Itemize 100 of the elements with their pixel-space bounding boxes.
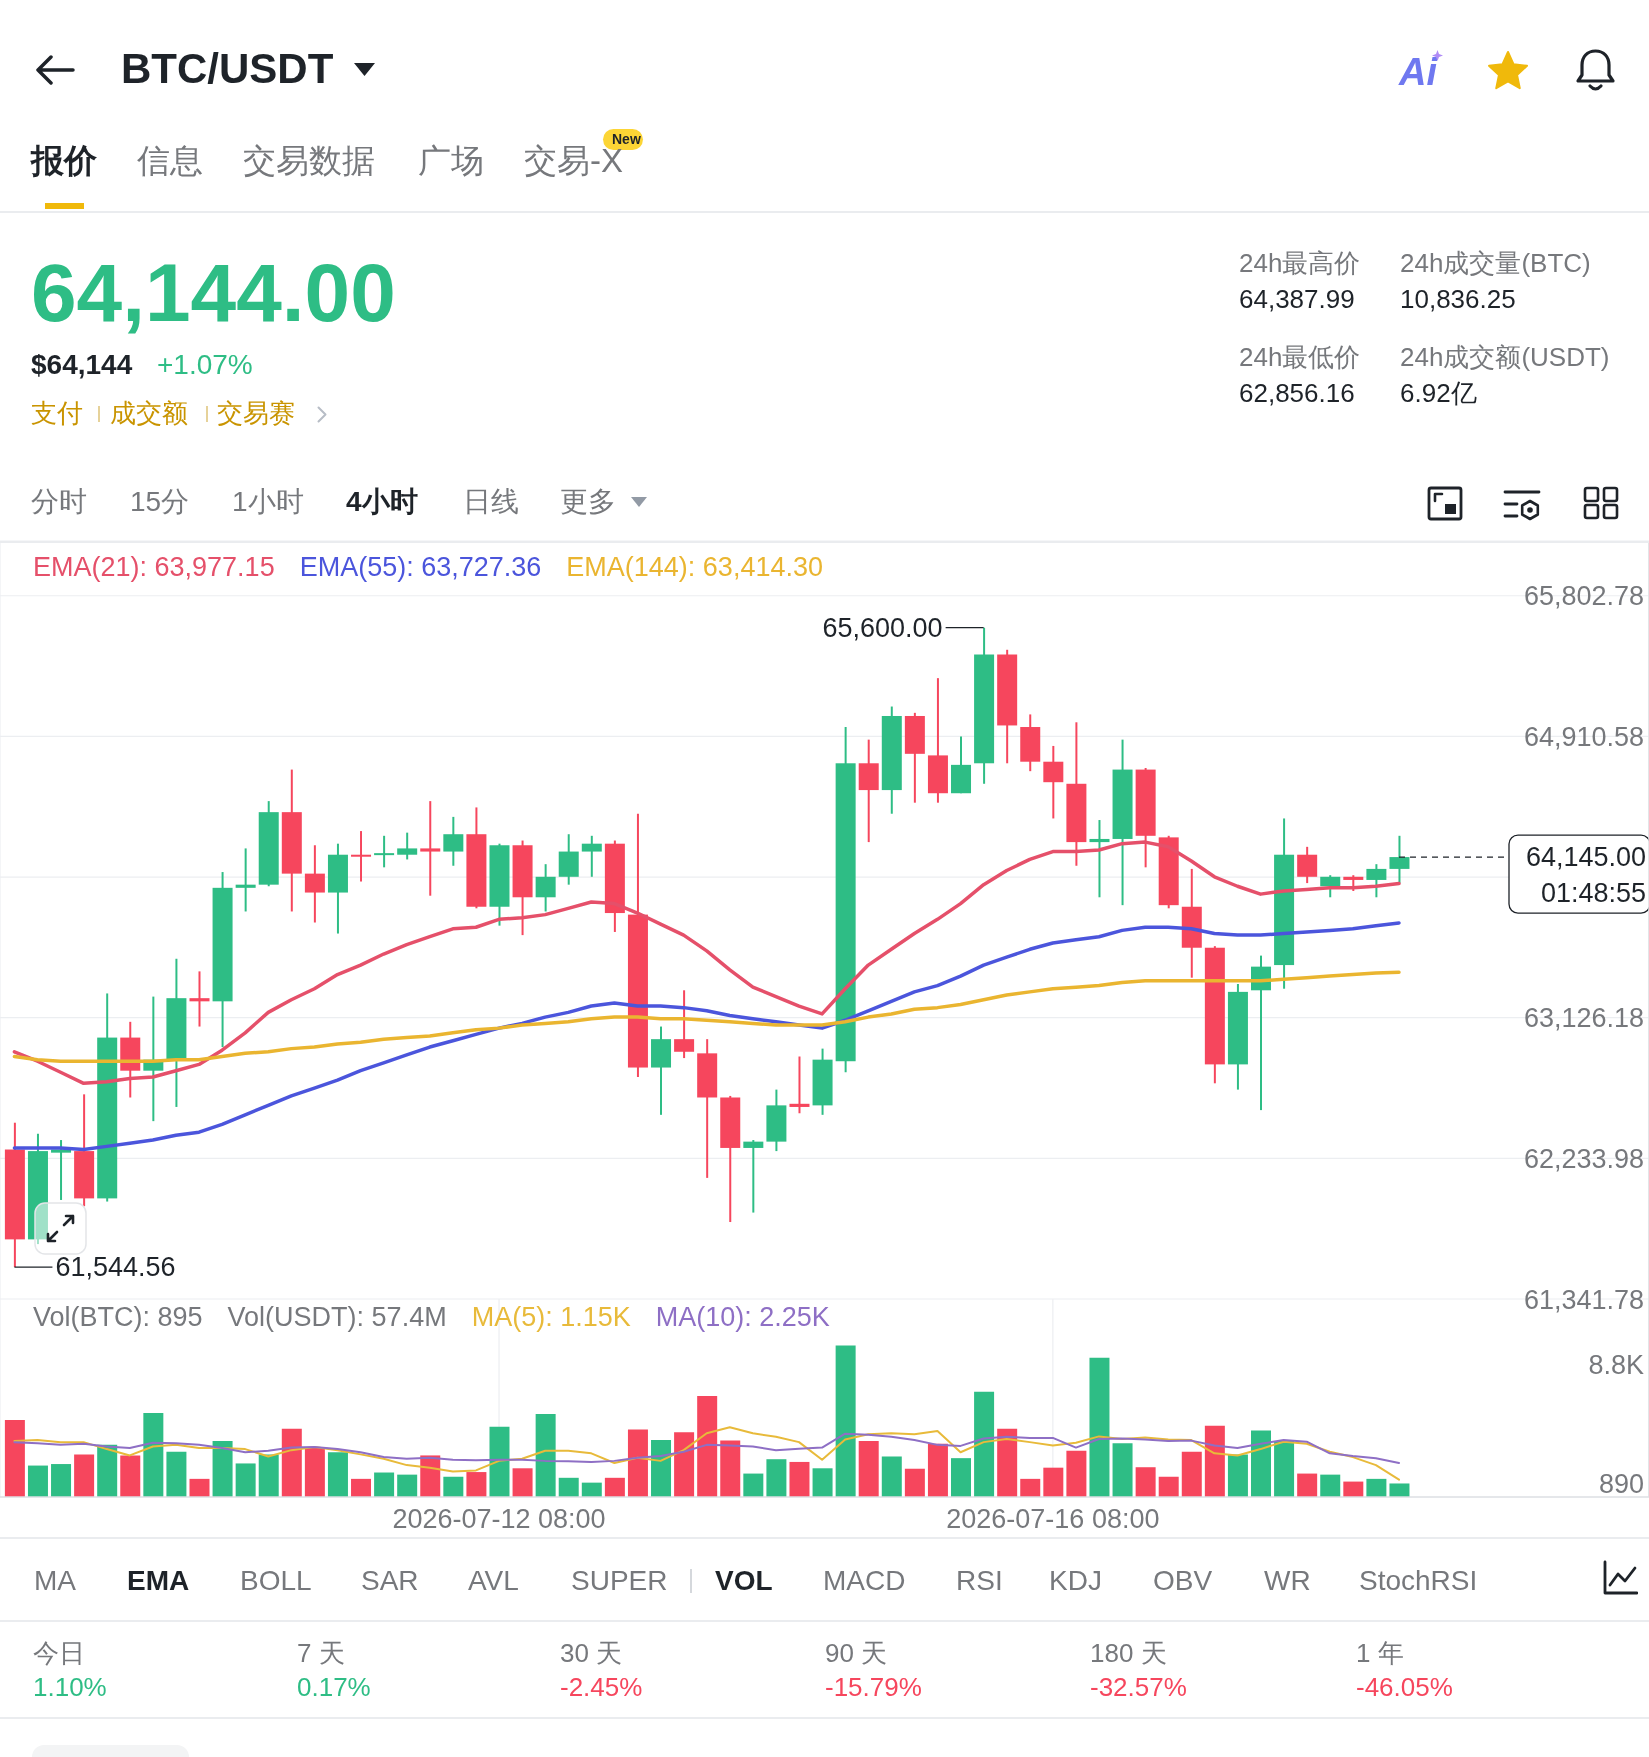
bar — [1297, 1473, 1318, 1497]
candlestick — [674, 989, 695, 1060]
bar — [581, 1482, 602, 1497]
text: 62,856.16 — [1239, 378, 1355, 409]
bar — [1227, 1454, 1248, 1497]
y-tick-label: 890 — [1598, 1469, 1644, 1500]
text: MA(5): 1.15K — [471, 1302, 631, 1332]
candlestick — [1089, 819, 1110, 899]
text: WR — [1264, 1565, 1311, 1597]
bar — [766, 1459, 787, 1497]
text: 1.10% — [33, 1672, 107, 1703]
candlestick — [51, 1139, 72, 1201]
bar — [304, 1446, 325, 1497]
text: AVL — [468, 1565, 519, 1597]
bar — [558, 1477, 579, 1497]
candlestick — [743, 1139, 764, 1214]
line-series — [13, 1432, 1401, 1464]
bar — [997, 1428, 1018, 1497]
annotation: 65,600.00 — [822, 612, 943, 643]
bar — [974, 1391, 995, 1497]
bar — [1181, 1451, 1202, 1497]
line-series — [13, 1426, 1401, 1481]
candlestick — [1297, 845, 1318, 885]
bar — [1251, 1430, 1272, 1497]
candlestick — [789, 1055, 810, 1115]
candlestick — [1043, 744, 1064, 820]
text: 交易赛 — [217, 398, 295, 429]
candlestick — [1389, 834, 1410, 885]
text: -32.57% — [1090, 1672, 1187, 1703]
bar — [1043, 1467, 1064, 1497]
bar — [374, 1472, 395, 1497]
bar — [1158, 1476, 1179, 1497]
text: Ai — [1399, 51, 1437, 94]
bar — [1389, 1483, 1410, 1497]
text: StochRSI — [1359, 1565, 1478, 1597]
text: OBV — [1153, 1565, 1213, 1597]
text: 6.92亿 — [1400, 378, 1477, 409]
bar — [904, 1468, 925, 1497]
text: EMA — [127, 1565, 190, 1597]
y-tick-label: 62,233.98 — [1523, 1143, 1644, 1174]
bar — [1089, 1357, 1110, 1497]
text: 24h最低价 — [1239, 342, 1361, 373]
bar — [512, 1468, 533, 1497]
text: 24h成交量(BTC) — [1400, 248, 1591, 279]
y-tick-label: 64,910.58 — [1523, 721, 1644, 752]
bar — [235, 1463, 256, 1497]
bar — [1020, 1478, 1041, 1497]
y-tick-label: 65,802.78 — [1523, 581, 1644, 612]
text: 交易数据 — [243, 142, 375, 180]
text: KDJ — [1049, 1565, 1102, 1597]
bar — [535, 1414, 556, 1497]
text: 成交额 — [110, 398, 188, 429]
candlestick — [535, 863, 556, 913]
bar — [74, 1454, 95, 1497]
text: 180 天 — [1090, 1638, 1167, 1669]
annotation: Vol(USDT): 57.4M — [227, 1302, 447, 1332]
y-tick-label: 63,126.18 — [1523, 1003, 1644, 1034]
candlestick — [1366, 863, 1387, 899]
bar — [466, 1472, 487, 1497]
candlestick — [397, 831, 418, 861]
bar — [835, 1345, 856, 1497]
bar — [858, 1441, 879, 1497]
y-tick-label: 8.8K — [1588, 1349, 1644, 1380]
candlestick — [443, 815, 464, 867]
text: BTC/USDT — [121, 44, 334, 92]
text: New — [612, 131, 641, 147]
text: MACD — [823, 1565, 906, 1597]
text: 日线 — [463, 486, 519, 518]
bar — [166, 1451, 187, 1497]
bar — [1320, 1474, 1341, 1497]
bar — [443, 1476, 464, 1497]
text: 90 天 — [825, 1638, 888, 1669]
bar — [120, 1455, 141, 1497]
bar — [881, 1456, 902, 1497]
text: 今日 — [33, 1638, 85, 1669]
bar — [327, 1452, 348, 1497]
bar — [4, 1419, 25, 1497]
annotation: Vol(BTC): 895 — [33, 1302, 203, 1332]
text: 支付 — [31, 398, 83, 429]
text: 15分 — [130, 486, 190, 518]
text: 24h成交额(USDT) — [1400, 342, 1610, 373]
text: 30 天 — [560, 1638, 623, 1669]
text: MA(10): 2.25K — [655, 1302, 830, 1332]
text: EMA(144): 63,414.30 — [566, 552, 823, 582]
bar — [720, 1440, 741, 1497]
text: -2.45% — [560, 1672, 643, 1703]
y-tick-label: 61,341.78 — [1523, 1284, 1644, 1315]
line-series — [12, 840, 1401, 1086]
x-tick-label: 2026-07-16 08:00 — [946, 1504, 1160, 1535]
bar — [258, 1454, 279, 1497]
text: EMA(21): 63,977.15 — [33, 552, 275, 582]
bar — [1366, 1478, 1387, 1497]
text: 1小时 — [232, 486, 304, 518]
bar — [604, 1477, 625, 1497]
bar — [212, 1441, 233, 1497]
bar — [812, 1468, 833, 1497]
ref-line-label: 64,145.00 — [1525, 842, 1646, 873]
line-series — [12, 921, 1401, 1152]
text: 报价 — [31, 142, 97, 180]
bar — [697, 1395, 718, 1497]
